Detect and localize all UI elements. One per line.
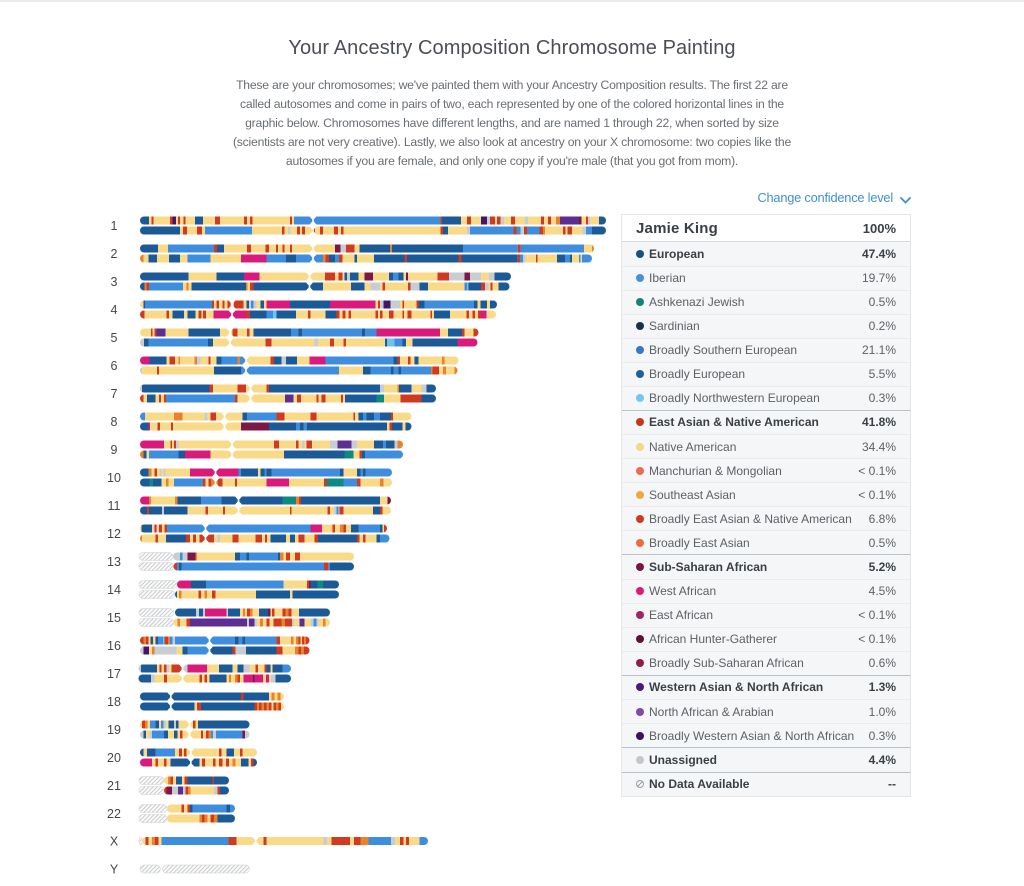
svg-text:17: 17: [107, 667, 121, 681]
svg-text:4: 4: [111, 303, 118, 317]
svg-text:8: 8: [111, 415, 118, 429]
svg-text:15: 15: [107, 611, 121, 625]
svg-text:9: 9: [111, 443, 118, 457]
svg-text:20: 20: [107, 751, 121, 765]
svg-text:18: 18: [107, 695, 121, 709]
svg-text:1: 1: [111, 219, 118, 233]
svg-text:11: 11: [108, 499, 121, 513]
svg-text:3: 3: [111, 275, 118, 289]
svg-text:14: 14: [107, 583, 121, 597]
svg-text:5: 5: [111, 331, 118, 345]
svg-text:13: 13: [107, 555, 121, 569]
svg-text:22: 22: [107, 807, 121, 821]
svg-text:10: 10: [107, 471, 121, 485]
svg-text:2: 2: [111, 247, 118, 261]
svg-text:X: X: [110, 835, 119, 849]
svg-text:21: 21: [107, 779, 121, 793]
svg-text:Y: Y: [110, 863, 119, 877]
svg-text:6: 6: [111, 359, 118, 373]
svg-text:19: 19: [107, 723, 121, 737]
svg-text:7: 7: [111, 387, 118, 401]
svg-text:16: 16: [107, 639, 121, 653]
svg-text:12: 12: [107, 527, 121, 541]
